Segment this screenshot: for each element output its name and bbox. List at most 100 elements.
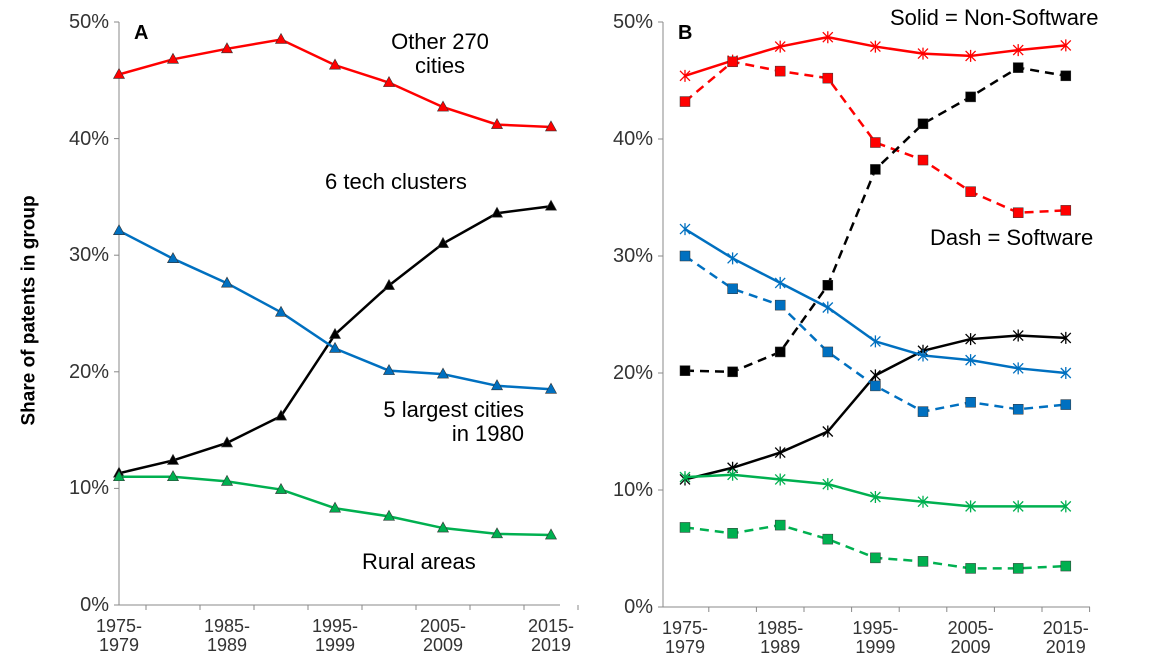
series-label: 6 tech clusters xyxy=(325,169,467,194)
marker xyxy=(870,552,881,564)
marker xyxy=(112,224,126,236)
marker xyxy=(328,501,342,513)
x-tick-label: 2005- 2009 xyxy=(419,616,467,655)
marker xyxy=(436,100,450,112)
marker xyxy=(220,42,234,54)
y-tick-label: 0% xyxy=(80,594,109,616)
marker xyxy=(274,305,288,317)
marker xyxy=(869,40,881,53)
marker xyxy=(328,58,342,70)
marker xyxy=(328,341,342,353)
marker xyxy=(822,280,834,291)
marker xyxy=(1012,329,1024,342)
marker xyxy=(1012,44,1024,57)
series-line xyxy=(684,334,1066,481)
marker xyxy=(166,470,180,482)
y-tick-label: 30% xyxy=(612,245,653,267)
marker xyxy=(544,382,558,394)
marker xyxy=(774,446,786,459)
marker xyxy=(774,346,786,358)
marker xyxy=(965,563,976,574)
x-tick-label: 1995- 1999 xyxy=(852,618,899,657)
marker xyxy=(774,519,786,531)
series-line xyxy=(684,60,1066,214)
marker xyxy=(822,31,834,44)
marker xyxy=(1012,362,1024,375)
marker xyxy=(1060,331,1072,344)
series-line xyxy=(684,228,1066,375)
marker xyxy=(544,120,558,132)
y-tick-label: 20% xyxy=(612,362,653,384)
marker xyxy=(822,72,834,84)
annotation: Dash = Software xyxy=(930,225,1094,250)
series-label: Other 270 cities xyxy=(391,29,489,79)
marker xyxy=(679,250,691,262)
y-axis-label: Share of patents in group xyxy=(18,195,40,426)
marker xyxy=(436,367,450,379)
marker xyxy=(1012,62,1024,73)
marker xyxy=(869,369,881,382)
marker xyxy=(679,69,691,82)
marker xyxy=(220,276,234,288)
marker xyxy=(1012,500,1024,513)
marker xyxy=(274,409,288,421)
marker xyxy=(822,478,834,491)
marker xyxy=(220,474,234,486)
y-tick-label: 30% xyxy=(68,244,109,267)
x-tick-label: 2015- 2019 xyxy=(527,616,575,655)
marker xyxy=(822,301,834,314)
marker xyxy=(490,379,504,391)
x-tick-label: 1985- 1989 xyxy=(203,616,251,655)
marker xyxy=(1060,205,1072,216)
marker xyxy=(166,52,180,64)
marker xyxy=(490,527,504,539)
marker xyxy=(870,164,881,175)
marker xyxy=(727,283,738,295)
marker xyxy=(727,56,738,68)
marker xyxy=(822,425,834,438)
marker xyxy=(917,556,929,567)
annotation: Solid = Non-Software xyxy=(890,5,1099,30)
marker xyxy=(679,522,691,533)
marker xyxy=(544,199,558,211)
marker xyxy=(917,118,929,130)
marker xyxy=(727,366,738,378)
marker xyxy=(727,468,739,481)
x-tick-label: 1985- 1989 xyxy=(757,618,804,657)
marker xyxy=(112,67,126,79)
marker xyxy=(917,349,929,362)
marker xyxy=(544,528,558,540)
series-label: 5 largest cities in 1980 xyxy=(383,397,524,447)
marker xyxy=(490,206,504,218)
marker xyxy=(870,380,881,392)
marker xyxy=(869,491,881,504)
marker xyxy=(965,91,976,103)
marker xyxy=(965,333,977,346)
marker xyxy=(436,521,450,533)
y-tick-label: 50% xyxy=(68,11,109,33)
marker xyxy=(1060,367,1072,379)
marker xyxy=(382,509,396,521)
marker xyxy=(1012,404,1024,415)
marker xyxy=(870,137,881,148)
marker xyxy=(1060,399,1072,410)
y-tick-label: 50% xyxy=(612,11,653,33)
marker xyxy=(917,47,929,60)
x-tick-label: 1995- 1999 xyxy=(311,616,359,655)
marker xyxy=(1060,39,1072,52)
marker xyxy=(774,65,786,77)
marker xyxy=(774,40,786,53)
marker xyxy=(274,482,288,494)
marker xyxy=(274,32,288,44)
x-tick-label: 1975- 1979 xyxy=(661,618,709,657)
marker xyxy=(917,406,929,417)
marker xyxy=(869,335,881,348)
marker xyxy=(679,365,691,376)
x-tick-label: 2005- 2009 xyxy=(947,618,994,657)
marker xyxy=(822,346,834,358)
y-tick-label: 40% xyxy=(68,127,109,150)
marker xyxy=(679,471,691,484)
marker xyxy=(436,236,450,248)
marker xyxy=(166,453,180,465)
